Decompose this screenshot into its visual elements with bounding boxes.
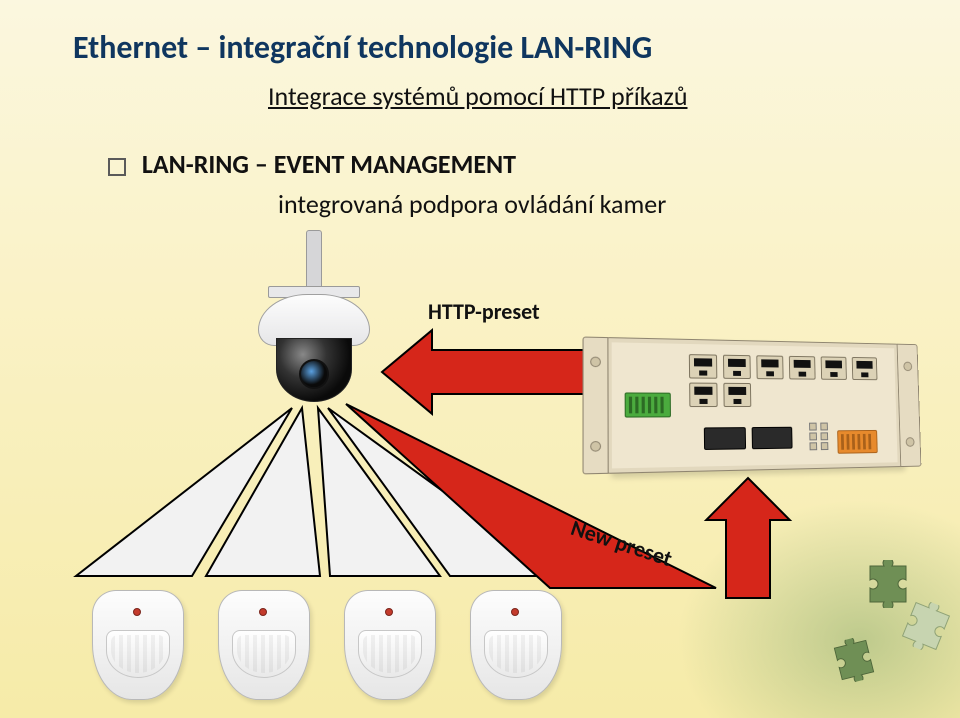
rj45-port [852, 357, 878, 380]
rj45-port [756, 355, 783, 379]
pir-sensor [470, 590, 562, 700]
rj45-port [689, 383, 718, 408]
terminal-block [837, 430, 878, 454]
rj45-port [789, 356, 816, 380]
http-preset-label: HTTP-preset [428, 298, 540, 325]
pir-sensor [92, 590, 184, 700]
rj45-port [821, 356, 847, 379]
rj45-port [723, 355, 751, 379]
terminal-block [625, 392, 671, 417]
rj45-port [723, 383, 751, 407]
sfp-port [752, 427, 793, 449]
rj45-port [689, 354, 717, 379]
pir-sensor [218, 590, 310, 700]
pir-sensor [344, 590, 436, 700]
ethernet-switch [606, 337, 902, 474]
sfp-port [704, 427, 746, 450]
